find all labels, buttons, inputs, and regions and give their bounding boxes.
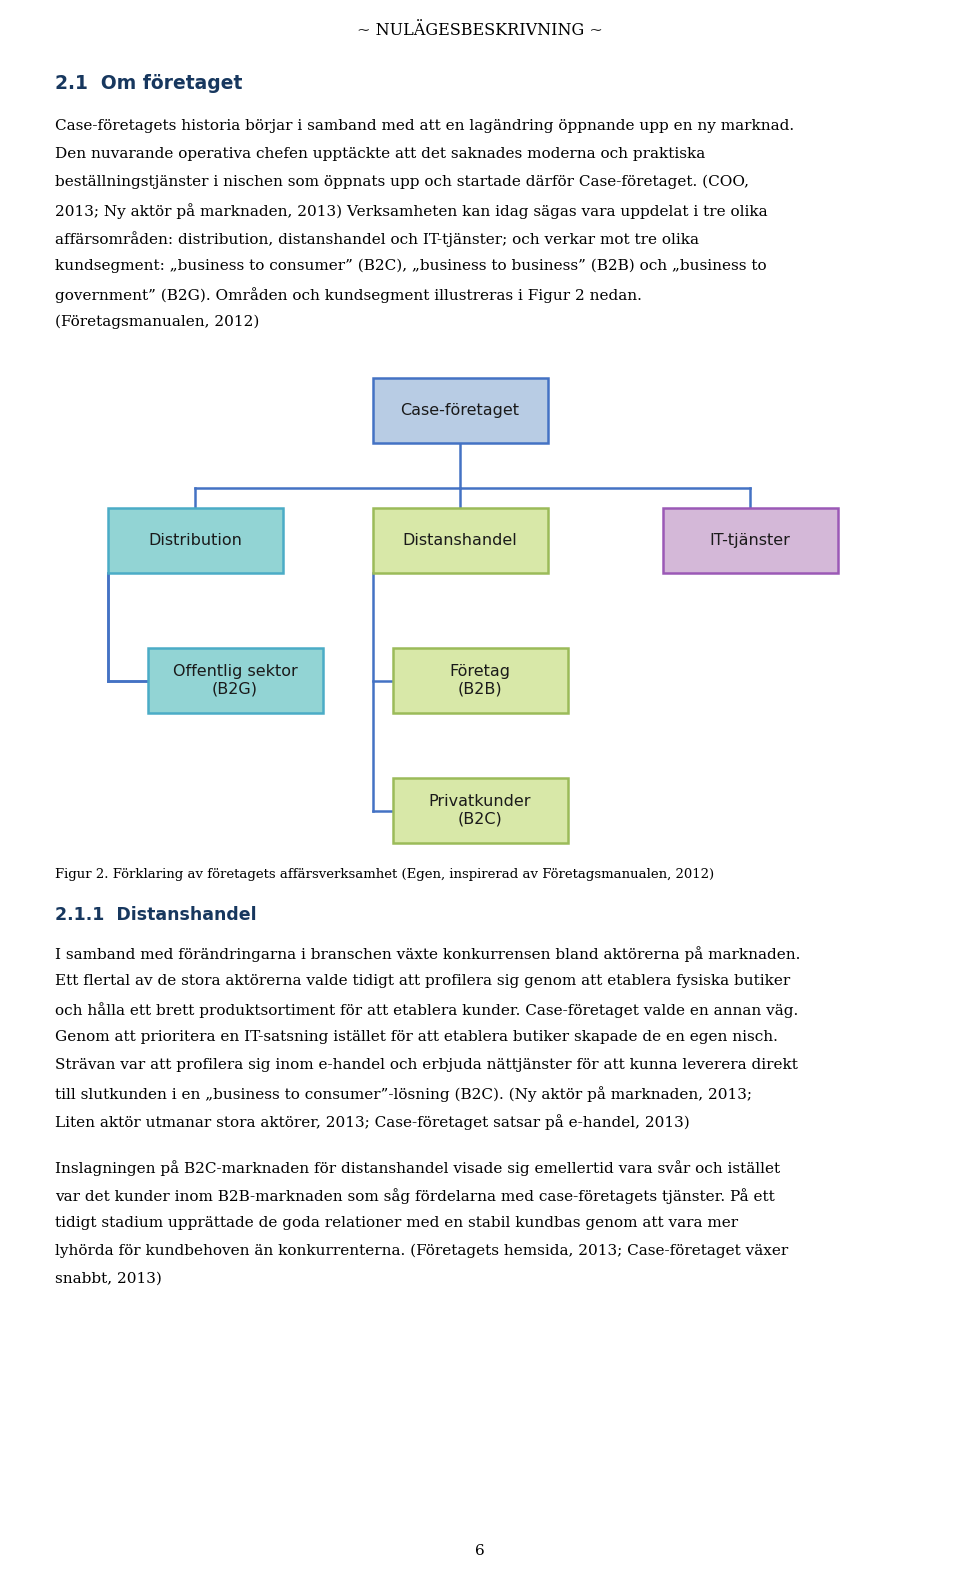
Text: kundsegment: „business to consumer” (B2C), „business to business” (B2B) och „bus: kundsegment: „business to consumer” (B2C… — [55, 259, 767, 273]
Text: Distanshandel: Distanshandel — [402, 533, 517, 548]
FancyBboxPatch shape — [148, 649, 323, 713]
FancyBboxPatch shape — [393, 649, 567, 713]
Text: I samband med förändringarna i branschen växte konkurrensen bland aktörerna på m: I samband med förändringarna i branschen… — [55, 945, 801, 963]
Text: Ett flertal av de stora aktörerna valde tidigt att profilera sig genom att etabl: Ett flertal av de stora aktörerna valde … — [55, 974, 790, 988]
Text: IT-tjänster: IT-tjänster — [709, 533, 790, 548]
Text: Inslagningen på B2C-marknaden för distanshandel visade sig emellertid vara svår : Inslagningen på B2C-marknaden för distan… — [55, 1160, 780, 1176]
Text: var det kunder inom B2B-marknaden som såg fördelarna med case-företagets tjänste: var det kunder inom B2B-marknaden som så… — [55, 1188, 775, 1204]
Text: 6: 6 — [475, 1543, 485, 1557]
Text: (Företagsmanualen, 2012): (Företagsmanualen, 2012) — [55, 316, 259, 330]
Text: Strävan var att profilera sig inom e-handel och erbjuda nättjänster för att kunn: Strävan var att profilera sig inom e-han… — [55, 1057, 798, 1071]
FancyBboxPatch shape — [393, 778, 567, 843]
Text: till slutkunden i en „business to consumer”-lösning (B2C). (Ny aktör på marknade: till slutkunden i en „business to consum… — [55, 1086, 752, 1101]
FancyBboxPatch shape — [108, 508, 282, 573]
Text: 2.1.1  Distanshandel: 2.1.1 Distanshandel — [55, 906, 256, 925]
FancyBboxPatch shape — [662, 508, 837, 573]
Text: Genom att prioritera en IT-satsning istället för att etablera butiker skapade de: Genom att prioritera en IT-satsning istä… — [55, 1030, 778, 1045]
Text: Företag
(B2B): Företag (B2B) — [449, 664, 511, 697]
Text: 2013; Ny aktör på marknaden, 2013) Verksamheten kan idag sägas vara uppdelat i t: 2013; Ny aktör på marknaden, 2013) Verks… — [55, 204, 768, 219]
Text: government” (B2G). Områden och kundsegment illustreras i Figur 2 nedan.: government” (B2G). Områden och kundsegme… — [55, 287, 642, 303]
Text: Offentlig sektor
(B2G): Offentlig sektor (B2G) — [173, 664, 298, 697]
Text: 2.1  Om företaget: 2.1 Om företaget — [55, 74, 242, 93]
Text: Case-företaget: Case-företaget — [400, 402, 519, 418]
Text: affärsområden: distribution, distanshandel och IT-tjänster; och verkar mot tre o: affärsområden: distribution, distanshand… — [55, 230, 699, 246]
Text: och hålla ett brett produktsortiment för att etablera kunder. Case-företaget val: och hålla ett brett produktsortiment för… — [55, 1002, 799, 1018]
Text: Case-företagets historia börjar i samband med att en lagändring öppnande upp en : Case-företagets historia börjar i samban… — [55, 118, 794, 133]
Text: Distribution: Distribution — [148, 533, 242, 548]
Text: Liten aktör utmanar stora aktörer, 2013; Case-företaget satsar på e-handel, 2013: Liten aktör utmanar stora aktörer, 2013;… — [55, 1114, 689, 1130]
Text: beställningstjänster i nischen som öppnats upp och startade därför Case-företage: beställningstjänster i nischen som öppna… — [55, 175, 749, 189]
Text: Den nuvarande operativa chefen upptäckte att det saknades moderna och praktiska: Den nuvarande operativa chefen upptäckte… — [55, 147, 706, 161]
FancyBboxPatch shape — [372, 379, 547, 443]
Text: tidigt stadium upprättade de goda relationer med en stabil kundbas genom att var: tidigt stadium upprättade de goda relati… — [55, 1217, 738, 1229]
Text: Privatkunder
(B2C): Privatkunder (B2C) — [429, 794, 531, 827]
FancyBboxPatch shape — [372, 508, 547, 573]
Text: snabbt, 2013): snabbt, 2013) — [55, 1272, 162, 1286]
Text: lyhörda för kundbehoven än konkurrenterna. (Företagets hemsida, 2013; Case-föret: lyhörda för kundbehoven än konkurrentern… — [55, 1243, 788, 1258]
Text: ~ NULÄGESBESKRIVNING ~: ~ NULÄGESBESKRIVNING ~ — [357, 22, 603, 39]
Text: Figur 2. Förklaring av företagets affärsverksamhet (Egen, inspirerad av Företags: Figur 2. Förklaring av företagets affärs… — [55, 868, 714, 881]
